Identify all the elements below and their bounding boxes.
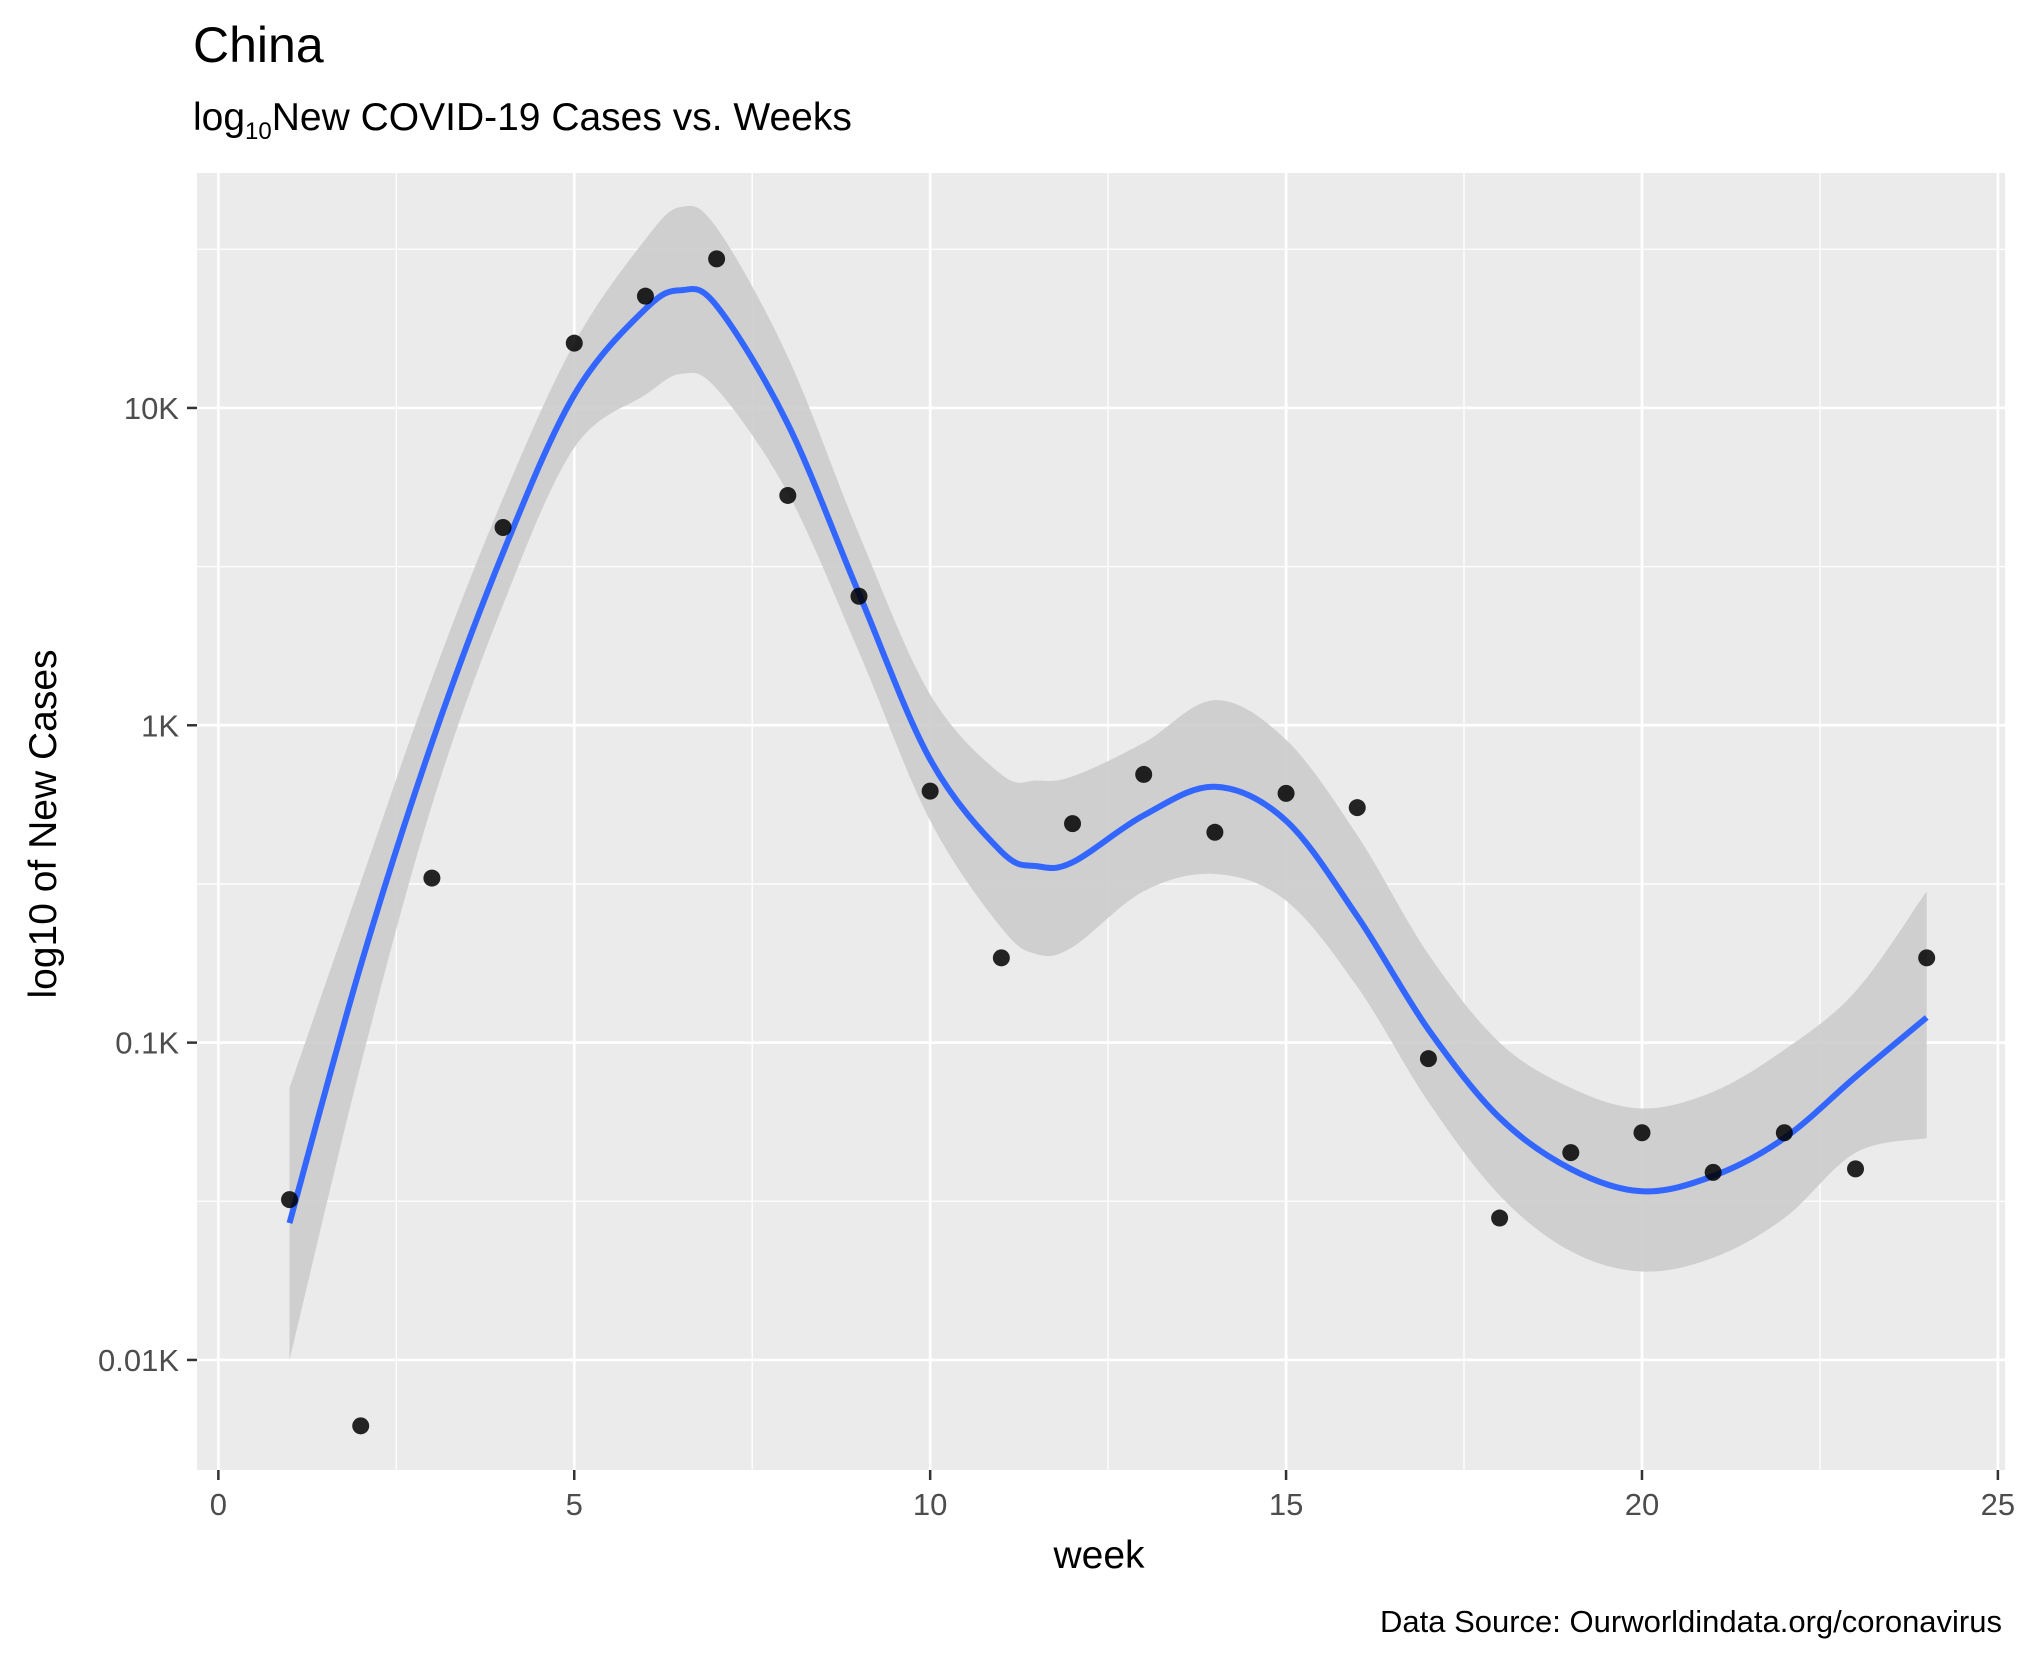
confidence-band bbox=[289, 205, 1927, 1360]
data-point bbox=[1419, 1050, 1437, 1068]
data-point bbox=[708, 250, 726, 268]
data-point bbox=[565, 334, 583, 352]
chart-subtitle: log10New COVID-19 Cases vs. Weeks bbox=[193, 96, 852, 145]
chart-title: China bbox=[193, 17, 324, 73]
data-point bbox=[1918, 949, 1936, 967]
x-tick-label: 0 bbox=[210, 1487, 227, 1522]
y-tick-label: 10K bbox=[124, 391, 179, 426]
y-tick-label: 0.1K bbox=[115, 1026, 179, 1061]
data-point bbox=[1704, 1163, 1722, 1181]
data-point bbox=[1562, 1144, 1580, 1162]
smooth-line bbox=[286, 285, 1929, 1224]
data-point bbox=[1847, 1160, 1865, 1178]
x-tick-label: 10 bbox=[913, 1487, 947, 1522]
y-axis-label: log10 of New Cases bbox=[22, 649, 65, 998]
data-point bbox=[636, 287, 654, 305]
y-tick-label: 0.01K bbox=[98, 1343, 179, 1378]
data-point bbox=[1277, 784, 1295, 802]
data-point bbox=[921, 782, 939, 800]
data-point bbox=[1135, 765, 1153, 783]
data-point bbox=[494, 519, 512, 537]
data-source-caption: Data Source: Ourworldindata.org/coronavi… bbox=[1380, 1604, 2002, 1639]
x-tick-label: 25 bbox=[1981, 1487, 2015, 1522]
grid-major bbox=[197, 173, 2005, 1470]
data-point bbox=[281, 1191, 299, 1209]
data-point bbox=[1064, 815, 1082, 833]
subtitle-subscript: 10 bbox=[245, 118, 272, 145]
data-point bbox=[850, 587, 868, 605]
x-tick-label: 5 bbox=[566, 1487, 583, 1522]
data-point bbox=[1491, 1209, 1509, 1227]
subtitle-text: New COVID-19 Cases vs. Weeks bbox=[272, 96, 852, 139]
x-axis-ticks: 0 5 10 15 20 25 bbox=[210, 1470, 2015, 1522]
x-tick-label: 15 bbox=[1269, 1487, 1303, 1522]
y-tick-label: 1K bbox=[141, 708, 179, 743]
subtitle-log: log bbox=[193, 96, 245, 139]
data-point bbox=[423, 869, 441, 887]
x-axis-label: week bbox=[1052, 1534, 1145, 1577]
data-point bbox=[779, 486, 797, 504]
data-point bbox=[1206, 823, 1224, 841]
data-point bbox=[992, 949, 1010, 967]
data-point bbox=[1775, 1124, 1793, 1142]
data-point bbox=[1633, 1124, 1651, 1142]
data-points bbox=[281, 250, 1936, 1435]
data-point bbox=[352, 1417, 370, 1435]
data-point bbox=[1348, 799, 1366, 817]
y-axis-ticks: 0.01K 0.1K 1K 10K bbox=[98, 391, 197, 1378]
x-tick-label: 20 bbox=[1625, 1487, 1659, 1522]
